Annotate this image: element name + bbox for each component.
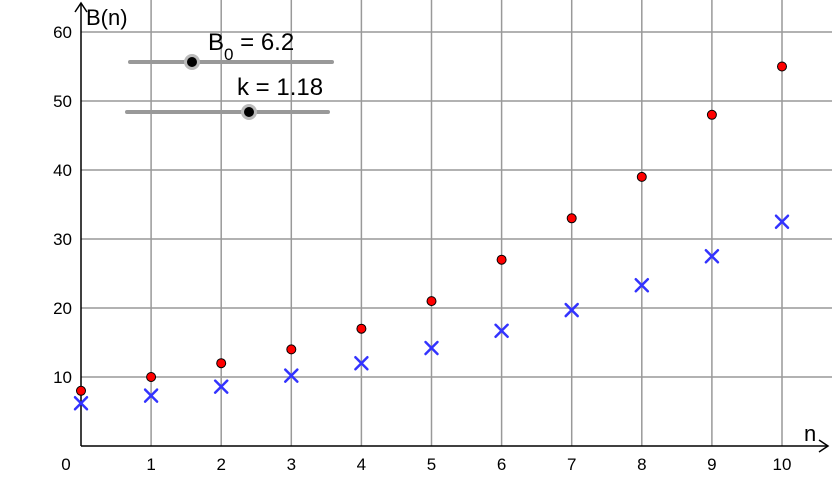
- data-point: [704, 249, 720, 264]
- x-tick-label: 5: [427, 455, 436, 474]
- slider-b0-label: B0 = 6.2: [208, 29, 294, 64]
- data-series: [73, 61, 790, 411]
- x-tick-label: 1: [146, 455, 155, 474]
- data-point: [494, 323, 509, 339]
- x-tick-label: 9: [707, 455, 716, 474]
- x-tick-label: 7: [567, 455, 576, 474]
- data-point: [636, 171, 647, 182]
- y-tick-label: 60: [53, 23, 72, 42]
- data-point: [76, 385, 86, 396]
- data-point: [424, 340, 439, 356]
- x-tick-label: 4: [357, 455, 366, 474]
- y-axis-label: B(n): [86, 5, 128, 30]
- y-tick-label: 20: [53, 299, 72, 318]
- x-axis-arrow: [818, 439, 830, 453]
- slider-k-label: k = 1.18: [237, 74, 323, 101]
- x-tick-label: 8: [637, 455, 646, 474]
- data-point: [143, 388, 159, 403]
- x-tick-label: 10: [773, 455, 792, 474]
- data-point: [426, 296, 437, 307]
- x-tick-label: 3: [287, 455, 296, 474]
- series-0: [76, 61, 787, 396]
- data-point: [354, 355, 369, 371]
- data-point: [564, 302, 579, 318]
- y-tick-label: 30: [53, 230, 72, 249]
- data-point: [566, 213, 577, 224]
- data-point: [634, 277, 650, 293]
- x-axis-label: n: [804, 421, 816, 446]
- x-tick-label: 0: [61, 455, 70, 474]
- y-tick-label: 40: [53, 161, 72, 180]
- data-point: [213, 379, 229, 394]
- data-point: [774, 214, 790, 229]
- x-tick-label: 6: [497, 455, 506, 474]
- data-point: [356, 323, 367, 334]
- data-point: [777, 61, 787, 72]
- data-point: [284, 368, 299, 383]
- axes: [74, 1, 830, 453]
- tick-labels: 0 1 2 3 4 5 6 7 8 9 10 10 20 30 40 50 60: [53, 23, 791, 474]
- slider-k-handle[interactable]: [241, 104, 257, 120]
- data-point: [286, 344, 297, 355]
- data-point: [216, 358, 227, 369]
- data-point: [73, 395, 89, 411]
- slider-k[interactable]: k = 1.18: [125, 74, 330, 120]
- series-1: [73, 214, 790, 411]
- data-point: [146, 372, 157, 382]
- y-tick-label: 50: [53, 92, 72, 111]
- slider-b0-handle[interactable]: [184, 54, 200, 70]
- data-point: [706, 109, 717, 120]
- slider-b0[interactable]: B0 = 6.2: [128, 29, 334, 70]
- y-tick-label: 10: [53, 368, 72, 387]
- x-tick-label: 2: [216, 455, 225, 474]
- data-point: [496, 254, 507, 265]
- y-axis-arrow: [74, 1, 88, 13]
- grid: [81, 0, 832, 446]
